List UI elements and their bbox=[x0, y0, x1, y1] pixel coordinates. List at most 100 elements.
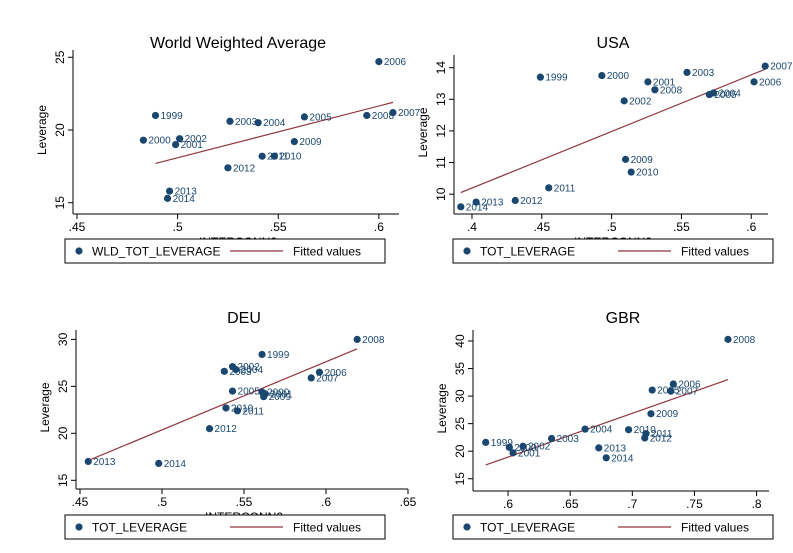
point-label: 2004 bbox=[719, 88, 742, 99]
data-point bbox=[519, 442, 527, 450]
data-point bbox=[724, 335, 732, 343]
data-point bbox=[511, 196, 519, 205]
point-label: 1999 bbox=[160, 111, 183, 122]
data-point bbox=[620, 97, 628, 105]
x-tick-label: .6 bbox=[374, 220, 384, 234]
point-label: 2008 bbox=[733, 335, 756, 346]
data-point bbox=[750, 78, 758, 86]
point-label: 2003 bbox=[692, 68, 715, 79]
x-tick-label: .55 bbox=[270, 220, 287, 234]
data-point bbox=[602, 454, 610, 462]
y-axis-title: Leverage bbox=[416, 107, 430, 157]
legend-marker-point bbox=[463, 247, 471, 255]
data-point bbox=[307, 374, 315, 382]
data-point bbox=[621, 155, 630, 163]
data-point bbox=[270, 152, 278, 160]
y-tick-label: 13 bbox=[434, 92, 448, 106]
point-label: 2004 bbox=[263, 118, 286, 129]
data-point bbox=[648, 386, 656, 394]
data-point bbox=[220, 367, 228, 375]
data-point bbox=[84, 457, 92, 466]
data-point bbox=[155, 459, 163, 467]
point-label: 2012 bbox=[650, 433, 673, 444]
point-label: 2014 bbox=[611, 453, 634, 464]
point-label: 2011 bbox=[267, 152, 289, 163]
point-label: 2011 bbox=[554, 183, 576, 194]
x-tick-label: .65 bbox=[400, 495, 417, 509]
data-point bbox=[224, 164, 232, 172]
legend-box bbox=[64, 238, 386, 264]
legend-fit-label: Fitted values bbox=[681, 245, 749, 259]
y-tick-label: 12 bbox=[434, 124, 448, 138]
x-tick-label: .6 bbox=[321, 495, 331, 509]
y-tick-label: 15 bbox=[453, 472, 467, 486]
data-point bbox=[581, 425, 589, 433]
x-tick-label: .5 bbox=[607, 220, 617, 234]
data-point bbox=[205, 425, 214, 433]
point-label: 2005 bbox=[238, 387, 261, 398]
point-label: 2013 bbox=[93, 457, 116, 468]
fitted-line bbox=[87, 348, 358, 462]
point-label: 2013 bbox=[604, 443, 627, 454]
x-tick-label: .5 bbox=[157, 495, 167, 509]
y-tick-label: 40 bbox=[453, 334, 467, 348]
point-label: 2001 bbox=[518, 448, 541, 459]
point-label: 2002 bbox=[185, 134, 208, 145]
point-label: 2014 bbox=[164, 459, 187, 470]
legend-fit-label: Fitted values bbox=[293, 521, 361, 535]
x-tick-label: .6 bbox=[746, 220, 756, 234]
point-label: 2011 bbox=[242, 406, 264, 417]
point-label: 2000 bbox=[607, 71, 630, 82]
x-tick-label: .8 bbox=[752, 497, 762, 511]
y-tick-label: 25 bbox=[53, 50, 67, 64]
data-point bbox=[258, 350, 266, 359]
data-point bbox=[647, 410, 655, 418]
point-label: 2005 bbox=[309, 112, 332, 123]
point-label: 2012 bbox=[520, 196, 543, 207]
data-point bbox=[472, 198, 480, 206]
y-tick-label: 20 bbox=[453, 444, 467, 458]
y-tick-label: 25 bbox=[56, 379, 70, 393]
legend-marker-point bbox=[75, 523, 83, 531]
x-tick-label: .65 bbox=[562, 497, 579, 511]
x-tick-label: .55 bbox=[673, 220, 690, 234]
data-point bbox=[290, 138, 298, 146]
point-label: 2006 bbox=[384, 57, 407, 68]
point-label: 1999 bbox=[491, 438, 514, 449]
data-point bbox=[233, 407, 242, 415]
data-point bbox=[547, 434, 556, 443]
y-axis-title: Leverage bbox=[35, 105, 49, 155]
data-point bbox=[536, 73, 544, 81]
x-tick-label: .45 bbox=[69, 220, 86, 234]
data-point bbox=[172, 140, 180, 149]
legend-box bbox=[64, 514, 386, 540]
data-point bbox=[627, 168, 635, 176]
chart-panel-2: USA.4.45.5.55.61011121314INTERCONN2Lever… bbox=[416, 35, 793, 264]
point-label: 2003 bbox=[235, 117, 258, 128]
data-point bbox=[228, 387, 237, 395]
point-label: 2000 bbox=[267, 388, 290, 399]
point-label: 2002 bbox=[629, 96, 652, 107]
data-point bbox=[761, 62, 769, 70]
y-tick-label: 25 bbox=[453, 417, 467, 431]
y-tick-label: 15 bbox=[56, 473, 70, 487]
point-label: 2009 bbox=[656, 409, 679, 420]
point-label: 2014 bbox=[173, 194, 196, 205]
point-label: 2007 bbox=[676, 387, 699, 398]
y-tick-label: 20 bbox=[56, 426, 70, 440]
data-point bbox=[363, 111, 371, 120]
point-label: 2007 bbox=[398, 108, 421, 119]
chart-title: GBR bbox=[606, 310, 641, 327]
data-point bbox=[232, 365, 240, 374]
point-label: 2013 bbox=[175, 187, 198, 198]
legend-fit-label: Fitted values bbox=[681, 521, 749, 535]
chart-panel-1: World Weighted Average.45.5.55.6152025IN… bbox=[35, 35, 421, 264]
data-point bbox=[644, 78, 652, 86]
point-label: 2012 bbox=[233, 163, 256, 174]
point-label: 2001 bbox=[653, 77, 676, 88]
point-label: 2008 bbox=[660, 85, 683, 96]
data-point bbox=[669, 380, 677, 388]
point-label: 2004 bbox=[241, 365, 264, 376]
legend-series-label: TOT_LEVERAGE bbox=[480, 245, 575, 259]
